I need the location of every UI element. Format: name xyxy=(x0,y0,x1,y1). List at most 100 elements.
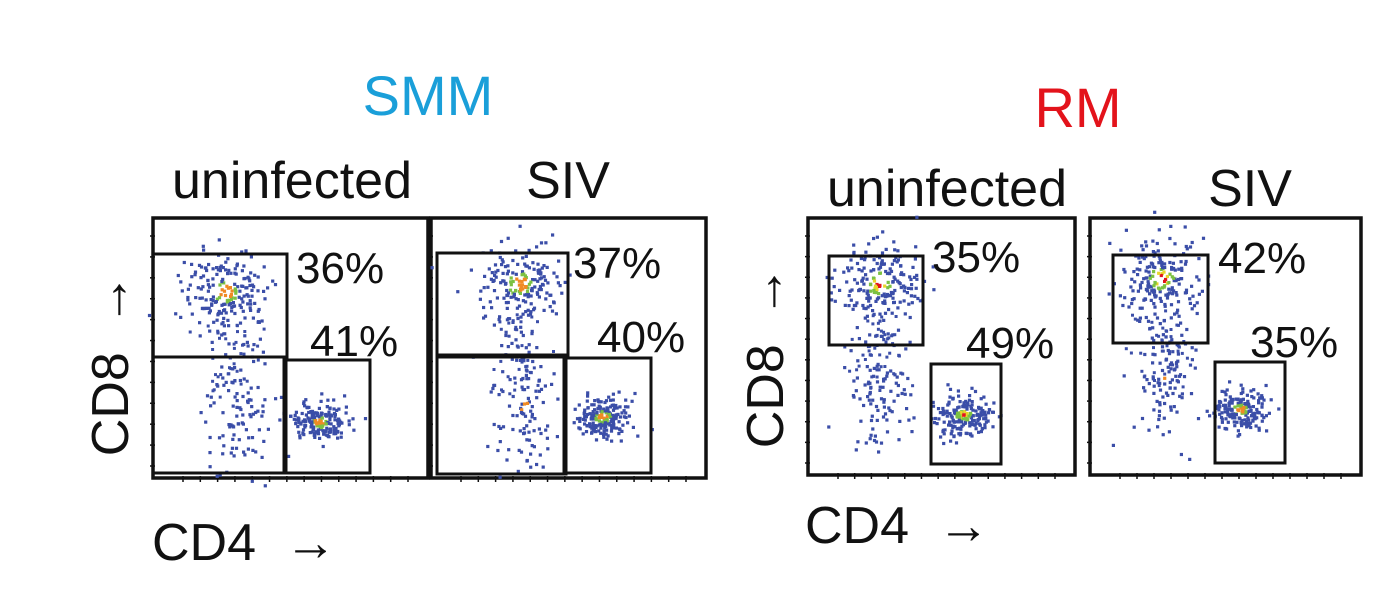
event-dot xyxy=(598,406,602,410)
event-dot xyxy=(825,275,829,280)
event-dot xyxy=(321,422,325,426)
event-dot xyxy=(1248,421,1253,425)
event-dot xyxy=(832,285,836,289)
event-dot xyxy=(1180,351,1184,355)
event-dot xyxy=(892,240,896,244)
event-dot xyxy=(215,318,219,322)
event-dot xyxy=(520,385,524,389)
event-dot xyxy=(604,399,609,403)
event-dot xyxy=(1150,320,1154,324)
event-dot xyxy=(878,389,882,392)
event-dot xyxy=(907,302,911,306)
event-dot xyxy=(219,264,223,268)
event-dot xyxy=(307,410,311,415)
event-dot xyxy=(335,408,339,412)
event-dot xyxy=(1167,430,1171,434)
event-dot xyxy=(1169,408,1173,412)
event-dot xyxy=(563,280,567,284)
event-dot xyxy=(198,321,202,325)
event-dot xyxy=(965,405,969,409)
event-dot xyxy=(622,409,626,413)
event-dot xyxy=(1151,352,1155,356)
event-dot xyxy=(1242,405,1246,410)
event-dot xyxy=(848,289,852,293)
event-dot xyxy=(605,437,609,441)
event-dot xyxy=(533,285,537,289)
event-dot xyxy=(1136,318,1140,322)
event-dot xyxy=(583,418,587,422)
event-dot xyxy=(942,441,946,446)
event-dot xyxy=(190,312,194,316)
event-dot xyxy=(863,258,867,262)
event-dot xyxy=(238,378,242,383)
event-dot xyxy=(1161,395,1165,399)
event-dot xyxy=(572,421,576,425)
event-dot xyxy=(1197,278,1201,282)
event-dot xyxy=(1188,301,1192,305)
event-dot xyxy=(1170,286,1174,290)
event-dot xyxy=(198,296,202,300)
event-dot xyxy=(1147,270,1151,274)
event-dot xyxy=(340,421,344,425)
event-dot xyxy=(211,283,215,287)
event-dot xyxy=(582,410,587,415)
event-dot xyxy=(956,427,960,431)
event-dot xyxy=(216,331,220,335)
event-dot xyxy=(506,291,511,295)
event-dot xyxy=(939,435,943,439)
event-dot xyxy=(1176,277,1181,282)
event-dot xyxy=(855,376,859,380)
event-dot xyxy=(510,341,514,345)
event-dot xyxy=(1267,411,1271,415)
event-dot xyxy=(232,433,236,437)
event-dot xyxy=(875,375,879,379)
event-dot xyxy=(868,333,872,337)
event-dot xyxy=(208,435,212,440)
event-dot xyxy=(498,440,502,444)
event-dot xyxy=(1146,319,1151,323)
event-dot xyxy=(251,412,255,416)
event-dot xyxy=(509,280,513,284)
event-dot xyxy=(223,293,228,298)
event-dot xyxy=(1130,298,1134,302)
event-dot xyxy=(543,278,548,282)
event-dot xyxy=(591,410,595,414)
event-dot xyxy=(890,410,894,414)
event-dot xyxy=(204,306,208,310)
event-dot xyxy=(866,293,870,297)
event-dot xyxy=(931,404,936,408)
event-dot xyxy=(956,420,961,424)
event-dot xyxy=(262,327,266,331)
event-dot xyxy=(519,320,523,324)
event-dot xyxy=(874,299,878,303)
event-dot xyxy=(516,298,520,302)
event-dot xyxy=(524,365,528,369)
event-dot xyxy=(968,424,972,428)
event-dot xyxy=(1140,369,1144,373)
event-dot xyxy=(963,409,967,414)
event-dot xyxy=(1155,399,1159,403)
event-dot xyxy=(1224,393,1228,397)
event-dot xyxy=(613,417,617,421)
event-dot xyxy=(914,286,918,290)
event-dot xyxy=(586,406,590,410)
event-dot xyxy=(240,421,244,425)
event-dot xyxy=(867,299,871,303)
event-dot xyxy=(1138,306,1142,310)
event-dot xyxy=(539,387,544,391)
event-dot xyxy=(903,392,907,396)
event-dot xyxy=(609,429,614,433)
event-dot xyxy=(239,407,243,412)
event-dot xyxy=(1226,420,1230,424)
event-dot xyxy=(575,417,580,421)
event-dot xyxy=(201,306,205,310)
event-dot xyxy=(1228,395,1232,399)
event-dot xyxy=(885,430,890,434)
event-dot xyxy=(489,249,493,253)
event-dot xyxy=(941,412,945,417)
event-dot xyxy=(483,314,488,318)
event-dot xyxy=(325,426,329,430)
event-dot xyxy=(536,292,540,296)
event-dot xyxy=(315,411,320,416)
event-dot xyxy=(937,417,941,421)
